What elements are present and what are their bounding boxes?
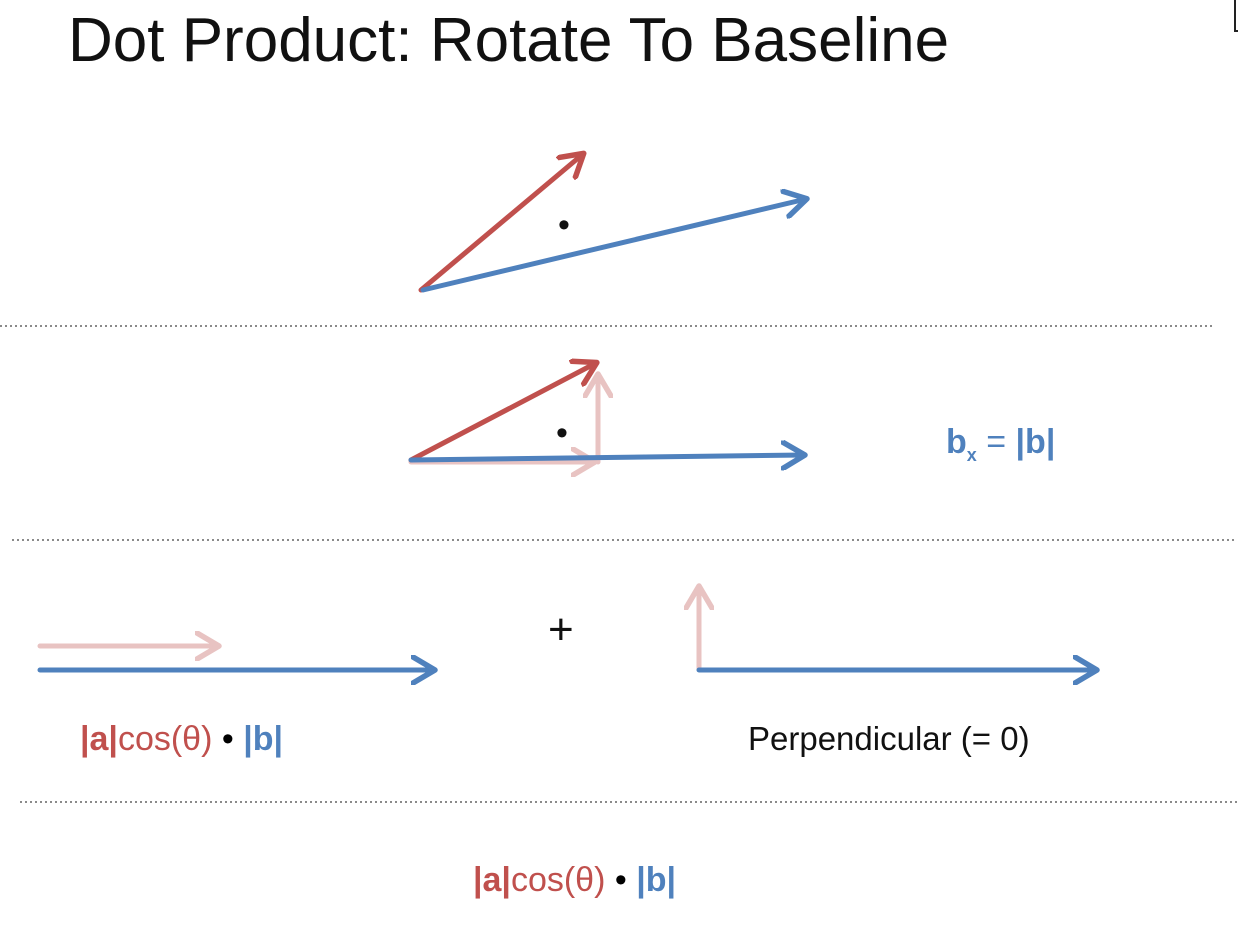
plus-sign: + (548, 605, 574, 654)
vector-a-rotated (408, 363, 596, 463)
result-formula: |a|cos(θ) • |b| (473, 863, 676, 897)
window-corner-mark (1234, 0, 1238, 32)
parallel-abs-b: |b| (243, 720, 283, 758)
result-cos: cos(θ) (510, 861, 606, 899)
bx-equals: = (976, 423, 1016, 461)
bx-b: b (946, 423, 967, 461)
bx-abs-b: |b| (1015, 423, 1056, 461)
parallel-cos: cos(θ) (117, 720, 213, 758)
parallel-dot: • (212, 720, 244, 758)
parallel-abs-a: |a| (80, 720, 118, 758)
result-abs-b: |b| (636, 861, 676, 899)
bx-formula: bx = |b| (946, 423, 1056, 464)
dot-operator-1: • (558, 206, 570, 244)
perpendicular-label: Perpendicular (= 0) (748, 720, 1030, 757)
vector-a-original (418, 154, 583, 293)
slide-title: Dot Product: Rotate To Baseline (68, 6, 950, 75)
dot-operator-2: • (556, 414, 568, 452)
parallel-formula: |a|cos(θ) • |b| (80, 722, 283, 756)
bx-subscript: x (966, 445, 977, 465)
vector-b-original (420, 199, 806, 293)
vector-b-baseline (408, 455, 804, 460)
result-dot: • (605, 861, 637, 899)
result-abs-a: |a| (473, 861, 511, 899)
